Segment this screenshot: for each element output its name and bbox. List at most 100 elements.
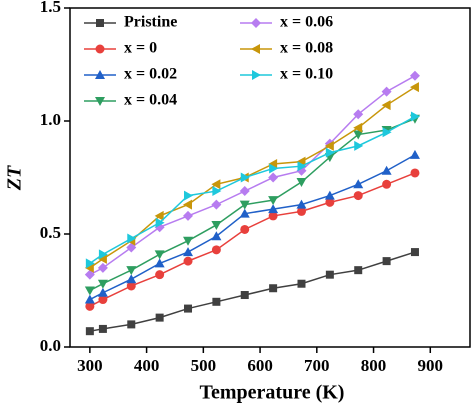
- marker: [240, 291, 249, 300]
- marker: [296, 199, 307, 209]
- marker: [96, 19, 104, 27]
- marker: [127, 233, 137, 244]
- series-line: [89, 251, 416, 332]
- legend-label: x = 0.04: [124, 92, 177, 109]
- marker: [251, 18, 261, 28]
- marker: [85, 301, 95, 311]
- marker: [325, 147, 335, 158]
- marker: [410, 111, 420, 122]
- marker: [296, 178, 307, 188]
- marker: [98, 295, 108, 305]
- marker: [97, 287, 108, 297]
- marker: [382, 127, 392, 138]
- marker: [353, 109, 364, 120]
- y-tick-label: 1.0: [40, 110, 61, 129]
- marker: [184, 304, 193, 313]
- marker: [269, 163, 279, 174]
- marker: [155, 313, 164, 322]
- marker: [354, 140, 364, 151]
- marker: [154, 250, 165, 260]
- marker: [126, 266, 137, 276]
- marker: [95, 44, 105, 54]
- marker: [382, 257, 391, 266]
- marker: [127, 320, 136, 329]
- marker: [211, 245, 221, 255]
- marker: [353, 191, 363, 201]
- marker: [296, 206, 306, 216]
- marker: [97, 253, 107, 264]
- marker: [95, 97, 105, 106]
- marker: [98, 324, 107, 333]
- y-tick-label: 1.5: [40, 0, 61, 16]
- y-axis-label: ZT: [4, 165, 26, 191]
- marker: [183, 236, 194, 246]
- series-line: [89, 172, 416, 307]
- x-tick-label: 800: [361, 356, 387, 375]
- marker: [84, 269, 95, 280]
- marker: [297, 279, 306, 288]
- marker: [409, 82, 419, 93]
- marker: [97, 279, 108, 289]
- marker: [239, 186, 250, 197]
- marker: [84, 262, 94, 273]
- marker: [85, 327, 94, 336]
- x-tick-label: 900: [418, 356, 444, 375]
- x-tick-label: 500: [191, 356, 217, 375]
- marker: [324, 140, 334, 151]
- marker: [409, 70, 420, 81]
- marker: [212, 186, 222, 197]
- marker: [324, 190, 335, 200]
- marker: [381, 165, 392, 175]
- marker: [325, 197, 335, 207]
- marker: [240, 172, 250, 183]
- legend-label: x = 0.08: [280, 40, 333, 57]
- marker: [239, 208, 250, 218]
- x-tick-label: 700: [304, 356, 330, 375]
- legend-label: x = 0.10: [280, 66, 333, 83]
- legend-label: Pristine: [124, 14, 177, 31]
- marker: [212, 297, 221, 306]
- marker: [211, 220, 222, 230]
- marker: [297, 161, 307, 172]
- marker: [325, 270, 334, 279]
- series-line: [89, 118, 416, 292]
- marker: [126, 281, 136, 291]
- marker: [268, 196, 279, 206]
- marker: [382, 179, 392, 189]
- series-line: [89, 115, 416, 264]
- y-tick-label: 0.5: [40, 223, 61, 242]
- marker: [381, 100, 391, 111]
- marker: [252, 70, 261, 80]
- marker: [183, 247, 194, 257]
- marker: [269, 284, 278, 293]
- plot-frame: [69, 7, 471, 348]
- x-tick-label: 300: [77, 356, 103, 375]
- marker: [296, 156, 306, 167]
- marker: [409, 149, 420, 159]
- marker: [251, 44, 260, 54]
- marker: [84, 294, 95, 304]
- marker: [154, 210, 164, 221]
- y-tick-label: 0.0: [40, 336, 61, 355]
- marker: [126, 274, 137, 284]
- marker: [98, 249, 108, 260]
- marker: [353, 179, 364, 189]
- marker: [353, 130, 364, 140]
- legend-label: x = 0: [124, 40, 157, 57]
- x-tick-label: 600: [247, 356, 273, 375]
- marker: [240, 224, 250, 234]
- legend-label: x = 0.02: [124, 66, 177, 83]
- marker: [85, 258, 95, 269]
- marker: [97, 262, 108, 273]
- marker: [354, 266, 363, 275]
- legend-label: x = 0.06: [280, 14, 333, 31]
- marker: [126, 242, 137, 253]
- x-axis-label: Temperature (K): [200, 382, 345, 404]
- marker: [239, 200, 250, 210]
- marker: [268, 204, 279, 214]
- marker: [95, 70, 105, 79]
- marker: [183, 199, 193, 210]
- series-line: [89, 86, 416, 269]
- marker: [268, 172, 279, 183]
